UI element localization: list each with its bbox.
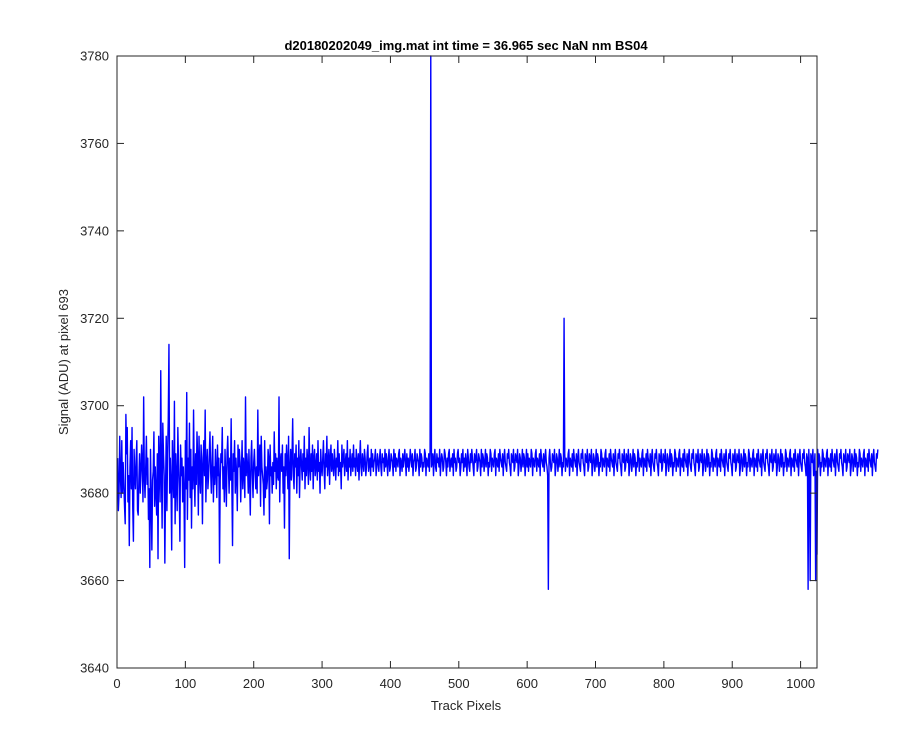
y-tick-label: 3660	[80, 573, 109, 588]
x-tick-label: 800	[653, 676, 675, 691]
x-axis-label: Track Pixels	[431, 698, 502, 713]
x-tick-label: 500	[448, 676, 470, 691]
x-tick-label: 300	[311, 676, 333, 691]
chart-title: d20180202049_img.mat int time = 36.965 s…	[284, 38, 648, 53]
axes-box	[116, 55, 818, 669]
y-axis-ticks: 3640 3660 3680 3700 3720 3740 3760 3780	[80, 49, 817, 676]
x-tick-label: 0	[113, 676, 120, 691]
y-tick-label: 3720	[80, 311, 109, 326]
x-tick-label: 200	[243, 676, 265, 691]
x-tick-label: 1000	[786, 676, 815, 691]
y-axis-label: Signal (ADU) at pixel 693	[56, 289, 71, 435]
x-tick-label: 700	[585, 676, 607, 691]
y-tick-label: 3700	[80, 398, 109, 413]
y-tick-label: 3680	[80, 486, 109, 501]
plot-area	[117, 56, 817, 668]
x-tick-label: 100	[175, 676, 197, 691]
y-tick-label: 3780	[80, 49, 109, 64]
x-tick-label: 400	[380, 676, 402, 691]
x-tick-label: 600	[516, 676, 538, 691]
series-layer	[116, 55, 879, 591]
y-tick-label: 3740	[80, 223, 109, 238]
series-line-0	[116, 55, 879, 591]
x-tick-label: 900	[721, 676, 743, 691]
y-tick-label: 3640	[80, 661, 109, 676]
x-axis-ticks: 0 100 200 300 400 500 600 700 800 900 1000	[113, 56, 815, 691]
y-tick-label: 3760	[80, 136, 109, 151]
